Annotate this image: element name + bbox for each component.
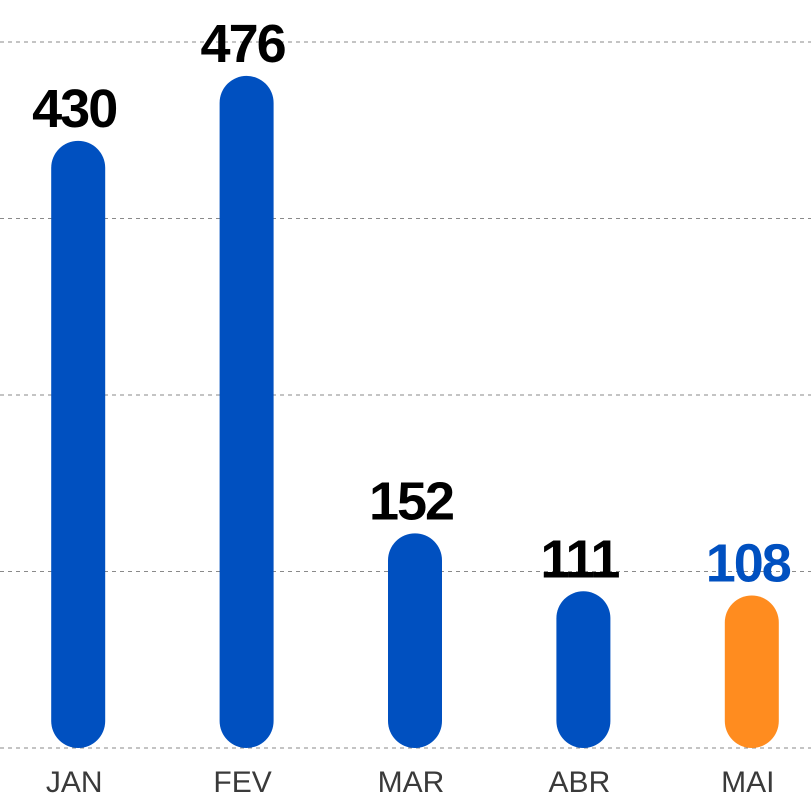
- value-label: 152: [369, 471, 453, 531]
- bar: [51, 140, 106, 749]
- bar: [388, 533, 442, 748]
- bar: [724, 595, 779, 748]
- value-label: 108: [706, 534, 791, 594]
- x-tick-label: JAN: [46, 766, 103, 797]
- x-tick-label: ABR: [549, 766, 611, 797]
- x-tick-label: MAR: [378, 766, 445, 797]
- bar: [556, 591, 611, 748]
- value-label: 430: [32, 79, 116, 139]
- value-label: 111: [540, 529, 619, 589]
- x-tick-label: MAI: [721, 766, 774, 797]
- bar: [219, 75, 274, 748]
- value-label: 476: [201, 14, 286, 74]
- x-tick-label: FEV: [213, 766, 271, 797]
